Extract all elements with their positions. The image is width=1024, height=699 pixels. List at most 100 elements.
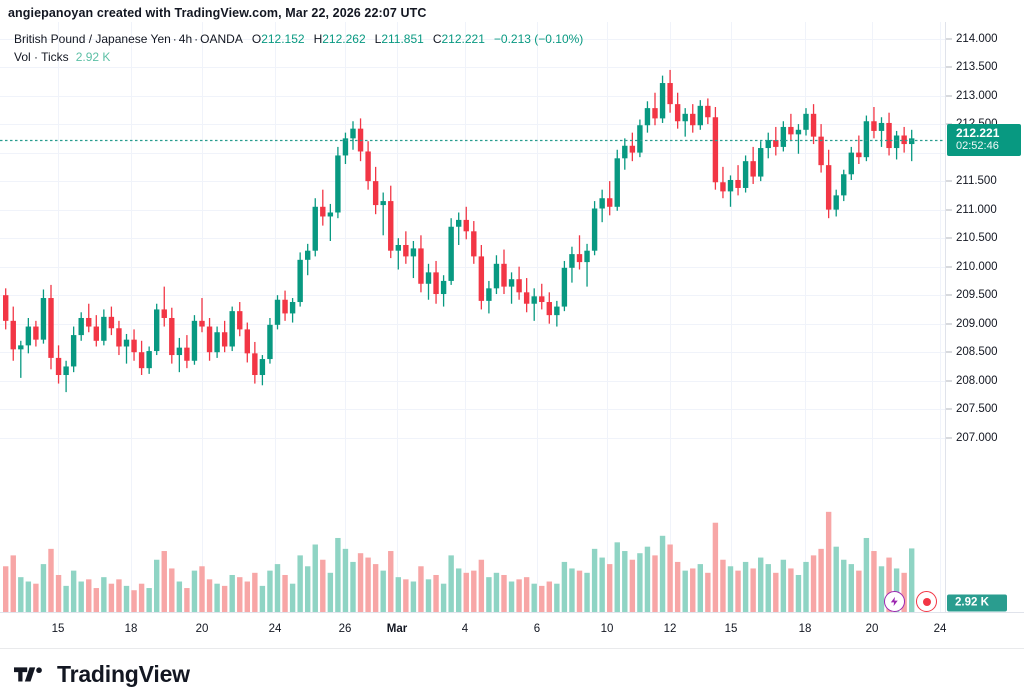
volume-bar xyxy=(154,559,160,612)
volume-bar xyxy=(531,583,537,612)
volume-bar xyxy=(199,566,205,612)
volume-bar xyxy=(131,590,137,612)
price-axis[interactable]: 214.000213.500213.000212.500211.500211.0… xyxy=(945,22,1024,612)
time-axis[interactable]: 15 18 20 24 26 Mar 4 6 10 12 15 18 20 24 xyxy=(0,612,1024,648)
candle-body xyxy=(184,347,190,361)
volume-bar xyxy=(101,577,107,612)
volume-bar xyxy=(825,511,832,612)
volume-bar xyxy=(569,568,575,612)
candle-body xyxy=(388,201,394,251)
price-tick-dash xyxy=(946,95,952,97)
candle-body xyxy=(372,181,379,206)
volume-bar xyxy=(886,557,892,612)
legend-symbol-title[interactable]: British Pound / Japanese Yen xyxy=(14,32,171,46)
volume-bar xyxy=(214,583,220,612)
volume-bar xyxy=(305,566,311,612)
volume-bar xyxy=(365,557,371,612)
legend-interval[interactable]: 4h xyxy=(178,32,193,46)
legend-close: C212.221 xyxy=(433,31,485,48)
candle-body xyxy=(252,353,258,376)
candle-body xyxy=(214,332,220,353)
volume-bar xyxy=(63,585,69,612)
candle-body xyxy=(697,105,703,126)
time-tick-label: 18 xyxy=(798,623,812,635)
candle-body xyxy=(803,113,809,130)
price-tick-dash xyxy=(946,180,952,182)
lightning-bolt-icon[interactable] xyxy=(884,591,905,612)
tradingview-brand-text: TradingView xyxy=(57,660,190,687)
volume-bar xyxy=(78,581,84,612)
candle-body xyxy=(516,279,522,293)
candle-body xyxy=(289,302,296,314)
volume-bar xyxy=(138,583,145,612)
volume-bar xyxy=(206,579,213,612)
candle-body xyxy=(274,299,281,325)
candle-body xyxy=(833,195,839,210)
legend-high: H212.262 xyxy=(314,31,366,48)
tradingview-mark-icon xyxy=(14,667,42,682)
candle-body xyxy=(712,117,719,183)
volume-bar xyxy=(674,561,681,612)
volume-bar xyxy=(735,570,741,612)
chart-plot-area[interactable] xyxy=(0,22,945,612)
time-tick-label: 20 xyxy=(195,623,209,635)
candle-body xyxy=(667,83,673,105)
candle-body xyxy=(531,296,537,304)
candle-body xyxy=(788,126,794,135)
candle-body xyxy=(63,366,69,376)
time-tick-label: 24 xyxy=(933,623,947,635)
price-tick-label: 207.000 xyxy=(956,431,998,444)
volume-value-tag[interactable]: 2.92 K xyxy=(947,594,1007,612)
candle-body xyxy=(599,198,605,209)
legend-volume-title[interactable]: Vol · Ticks xyxy=(14,50,69,64)
volume-bar xyxy=(471,570,477,612)
candle-body xyxy=(327,212,334,217)
current-price-tag[interactable]: 212.221 02:52:46 xyxy=(947,124,1021,156)
volume-bar xyxy=(856,570,862,612)
price-tick-label: 214.000 xyxy=(956,32,998,45)
time-tick-label: 6 xyxy=(533,623,541,635)
volume-bar xyxy=(18,577,24,612)
candle-body xyxy=(138,352,145,369)
legend-main-row: British Pound / Japanese Yen · 4h · OAND… xyxy=(14,31,583,48)
candle-body xyxy=(773,140,779,147)
price-tick-dash xyxy=(946,408,952,410)
candle-body xyxy=(478,256,485,301)
legend-high-value: 212.262 xyxy=(322,32,366,46)
volume-bar xyxy=(55,574,62,612)
volume-bar xyxy=(554,583,560,612)
candle-body xyxy=(55,357,62,376)
candle-body xyxy=(93,326,99,341)
volume-bar xyxy=(40,564,47,612)
legend-close-value: 212.221 xyxy=(441,32,485,46)
legend-low: L211.851 xyxy=(375,31,424,48)
candle-body xyxy=(614,158,620,207)
candle-body xyxy=(569,254,575,268)
price-tick-dash xyxy=(946,351,952,353)
candle-body xyxy=(727,179,734,192)
record-dot-icon[interactable] xyxy=(916,591,937,612)
volume-bar xyxy=(818,548,824,612)
candle-body xyxy=(320,206,326,217)
candle-body xyxy=(259,359,266,376)
tradingview-logo[interactable]: TradingView xyxy=(14,661,190,688)
volume-bar xyxy=(727,566,734,612)
candle-body xyxy=(795,129,802,135)
volume-bar xyxy=(297,555,303,612)
price-tick-label: 211.500 xyxy=(956,175,997,188)
candle-body xyxy=(10,320,16,350)
volume-bar xyxy=(3,566,9,612)
volume-bar xyxy=(803,561,809,612)
chart-canvas[interactable] xyxy=(0,22,945,612)
volume-bar xyxy=(86,579,92,612)
volume-bar xyxy=(561,561,568,612)
candle-body xyxy=(486,288,492,301)
time-tick-label: 24 xyxy=(268,623,282,635)
bar-countdown-timer: 02:52:46 xyxy=(956,140,999,152)
volume-bar xyxy=(848,564,854,612)
candle-body xyxy=(863,121,870,158)
volume-bar xyxy=(418,566,424,612)
candle-body xyxy=(86,317,92,327)
volume-bar xyxy=(395,577,401,612)
volume-bar xyxy=(433,574,439,612)
